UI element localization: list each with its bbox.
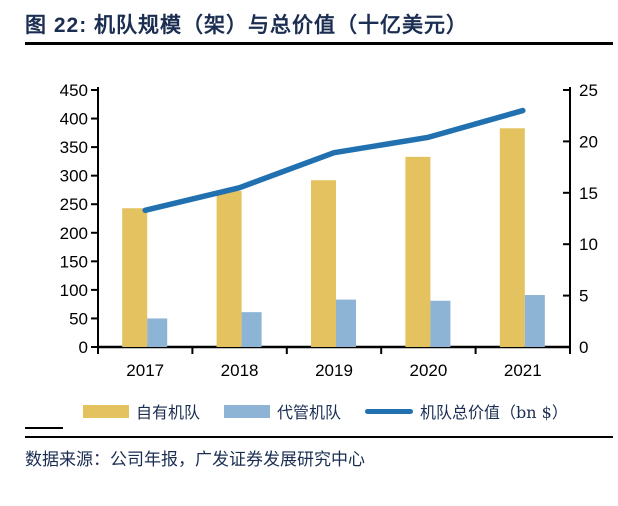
bar-代管机队-2018 xyxy=(241,312,262,347)
footer-divider xyxy=(25,436,613,438)
svg-text:400: 400 xyxy=(60,110,88,129)
owned-fleet-bars xyxy=(122,128,525,347)
owned-fleet-swatch xyxy=(83,404,129,418)
bar-代管机队-2020 xyxy=(430,300,451,347)
right-axis-ticks: 0 5 10 15 20 25 xyxy=(563,81,598,357)
x-axis-labels: 2017 2018 2019 2020 2021 xyxy=(126,361,541,380)
svg-text:2017: 2017 xyxy=(126,361,164,380)
svg-text:2021: 2021 xyxy=(504,361,542,380)
bar-自有机队-2019 xyxy=(311,180,336,347)
legend-label-owned-fleet: 自有机队 xyxy=(136,403,201,422)
legend-label-total-value: 机队总价值（bn $） xyxy=(420,403,568,422)
legend-item-owned-fleet: 自有机队 xyxy=(83,399,200,423)
svg-text:250: 250 xyxy=(60,195,88,214)
svg-text:15: 15 xyxy=(579,184,598,203)
total-value-line-swatch xyxy=(365,408,414,414)
svg-text:0: 0 xyxy=(579,338,588,357)
title-divider xyxy=(25,42,613,45)
figure-title: 图 22: 机队规模（架）与总价值（十亿美元） xyxy=(25,14,469,37)
svg-text:2018: 2018 xyxy=(221,361,259,380)
chart-legend: 自有机队 代管机队 机队总价值（bn $） xyxy=(83,399,568,423)
managed-fleet-bars xyxy=(147,295,545,347)
svg-text:100: 100 xyxy=(60,281,88,300)
bar-代管机队-2017 xyxy=(147,318,168,347)
svg-text:350: 350 xyxy=(60,138,88,157)
managed-fleet-swatch xyxy=(224,404,271,418)
svg-text:200: 200 xyxy=(60,224,88,243)
svg-text:25: 25 xyxy=(579,81,598,100)
bar-自有机队-2017 xyxy=(122,208,148,347)
bar-代管机队-2021 xyxy=(524,295,545,347)
legend-item-total-value: 机队总价值（bn $） xyxy=(365,399,568,423)
svg-text:50: 50 xyxy=(69,309,88,328)
bar-自有机队-2021 xyxy=(499,128,525,347)
legend-item-managed-fleet: 代管机队 xyxy=(224,399,341,423)
bar-自有机队-2018 xyxy=(216,191,242,347)
svg-text:450: 450 xyxy=(60,81,88,100)
bar-自有机队-2020 xyxy=(405,156,431,347)
bar-代管机队-2019 xyxy=(336,299,356,347)
chart-frame-edge xyxy=(25,427,63,429)
total-value-line xyxy=(142,107,526,214)
svg-text:0: 0 xyxy=(79,338,88,357)
svg-text:10: 10 xyxy=(579,235,598,254)
left-axis-ticks: 0 50 100 150 200 250 300 350 400 450 xyxy=(60,81,98,357)
svg-text:150: 150 xyxy=(60,252,88,271)
svg-text:2019: 2019 xyxy=(315,361,353,380)
svg-text:2020: 2020 xyxy=(409,361,447,380)
svg-text:20: 20 xyxy=(579,132,598,151)
fleet-combo-chart: 0 50 100 150 200 250 300 350 400 450 0 5 10 15 20 25 201… xyxy=(60,81,598,380)
svg-text:300: 300 xyxy=(60,167,88,186)
data-source-note: 数据来源：公司年报，广发证券发展研究中心 xyxy=(25,450,365,470)
legend-label-managed-fleet: 代管机队 xyxy=(277,403,342,422)
svg-text:5: 5 xyxy=(579,287,588,306)
x-axis-ticks xyxy=(97,347,571,354)
